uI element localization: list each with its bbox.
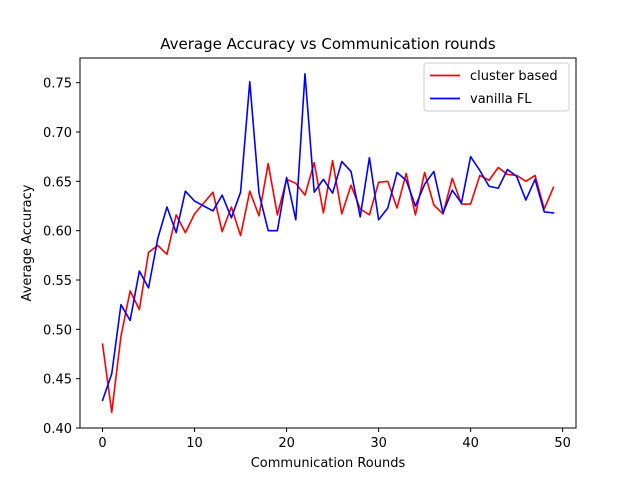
legend: cluster based vanilla FL xyxy=(423,62,570,112)
y-axis: 0.40 0.45 0.50 0.55 0.60 0.65 0.70 0.75 xyxy=(43,77,80,437)
y-tick-label-0.75: 0.75 xyxy=(43,77,72,92)
x-tick-label-0: 0 xyxy=(98,436,106,451)
plot-area xyxy=(101,72,555,414)
series-line-cluster-based xyxy=(101,159,555,414)
y-axis-title: Average Accuracy xyxy=(20,184,35,301)
y-tick-label-0.40: 0.40 xyxy=(43,422,72,437)
plot-frame xyxy=(79,57,577,429)
legend-label-cluster-based: cluster based xyxy=(470,69,558,84)
series-line-vanilla-fl xyxy=(101,72,555,402)
y-tick-label-0.50: 0.50 xyxy=(43,323,72,338)
y-tick-label-0.45: 0.45 xyxy=(43,373,72,388)
x-axis: 0 10 20 30 40 50 xyxy=(98,428,571,451)
y-tick-label-0.60: 0.60 xyxy=(43,225,72,240)
x-axis-title: Communication Rounds xyxy=(251,456,406,471)
legend-box xyxy=(423,62,570,112)
x-tick-label-20: 20 xyxy=(278,436,295,451)
x-tick-label-10: 10 xyxy=(186,436,203,451)
chart-title: Average Accuracy vs Communication rounds xyxy=(160,35,496,53)
x-tick-label-50: 50 xyxy=(554,436,571,451)
y-tick-label-0.65: 0.65 xyxy=(43,175,72,190)
y-tick-label-0.55: 0.55 xyxy=(43,274,72,289)
y-tick-label-0.70: 0.70 xyxy=(43,126,72,141)
x-tick-label-30: 30 xyxy=(370,436,387,451)
legend-label-vanilla-fl: vanilla FL xyxy=(470,92,532,107)
x-tick-label-40: 40 xyxy=(462,436,479,451)
